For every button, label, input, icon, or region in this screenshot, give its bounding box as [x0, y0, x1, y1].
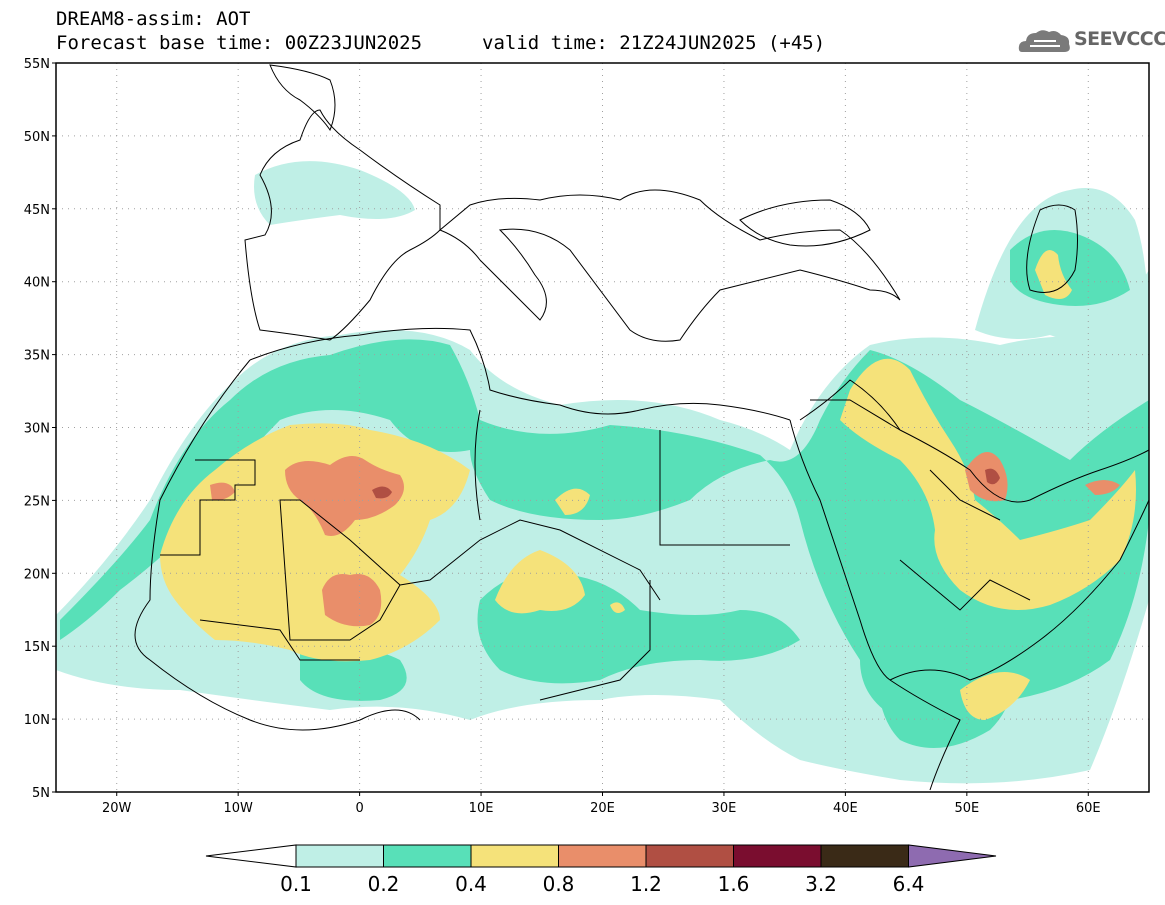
colorbar-segment: [733, 844, 822, 868]
colorbar-segment: [383, 844, 472, 868]
colorbar-segment: [558, 844, 647, 868]
lon-tick-label: 10E: [469, 801, 494, 816]
coastlines: [134, 64, 1149, 791]
lon-tick-label: 30E: [712, 801, 737, 816]
colorbar-level-label: 6.4: [893, 872, 925, 896]
longitude-labels: 20W 10W 0 10E 20E 30E 40E 50E 60E: [102, 792, 1101, 816]
lon-tick-label: 60E: [1076, 801, 1101, 816]
lon-tick-label: 10W: [223, 801, 253, 816]
lat-tick-label: 20N: [24, 567, 50, 582]
aot-level-1.2: [372, 468, 1000, 499]
lat-tick-label: 10N: [24, 713, 50, 728]
colorbar-level-label: 1.2: [630, 872, 662, 896]
colorbar-under-arrow: [205, 844, 297, 868]
lon-tick-label: 20W: [102, 801, 132, 816]
grid-lines: [56, 63, 1149, 792]
colorbar-level-label: 0.4: [455, 872, 487, 896]
colorbar-level-label: 3.2: [805, 872, 837, 896]
latitude-labels: 5N 10N 15N 20N 25N 30N 35N 40N 45N 50N 55N: [24, 57, 56, 801]
aot-fields: [56, 161, 1149, 784]
lat-tick-label: 25N: [24, 494, 50, 509]
colorbar-segment: [820, 844, 909, 868]
lat-tick-label: 50N: [24, 130, 50, 145]
lon-tick-label: 50E: [954, 801, 979, 816]
lat-tick-label: 15N: [24, 640, 50, 655]
chart-title: DREAM8-assim: AOT: [56, 8, 251, 30]
logo-text: SEEVCCC: [1074, 28, 1165, 50]
colorbar-level-label: 1.6: [718, 872, 750, 896]
colorbar-level-label: 0.8: [543, 872, 575, 896]
colorbar-segment: [295, 844, 384, 868]
lat-tick-label: 45N: [24, 203, 50, 218]
colorbar: [205, 844, 997, 868]
colorbar-over-arrow: [908, 844, 997, 868]
lat-tick-label: 55N: [24, 57, 50, 72]
lon-tick-label: 40E: [833, 801, 858, 816]
colorbar-level-label: 0.1: [280, 872, 312, 896]
colorbar-segment: [470, 844, 559, 868]
lat-tick-label: 40N: [24, 276, 50, 291]
cloud-logo-icon: [1018, 30, 1070, 52]
lat-tick-label: 35N: [24, 349, 50, 364]
colorbar-labels: 0.1 0.2 0.4 0.8 1.2 1.6 3.2 6.4: [280, 872, 924, 896]
lat-tick-label: 5N: [32, 786, 50, 801]
forecast-base-time: Forecast base time: 00Z23JUN2025: [56, 32, 423, 54]
colorbar-level-label: 0.2: [368, 872, 400, 896]
valid-time: valid time: 21Z24JUN2025 (+45): [482, 32, 826, 54]
lat-tick-label: 30N: [24, 422, 50, 437]
lon-tick-label: 20E: [590, 801, 615, 816]
colorbar-segment: [645, 844, 734, 868]
lon-tick-label: 0: [355, 801, 363, 816]
